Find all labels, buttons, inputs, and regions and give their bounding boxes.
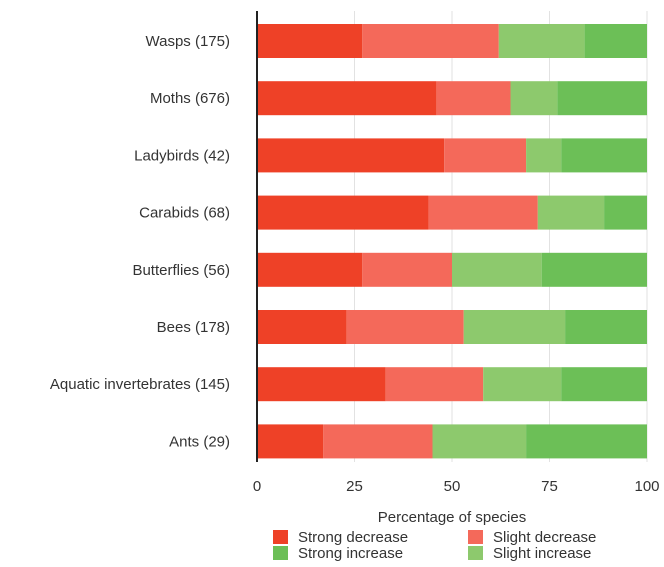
x-tick-labels: 0 25 50 75 100 [253,478,660,495]
bar-7-series-2 [432,424,527,459]
legend-label-1: Slight decrease [493,529,596,546]
category-label-0: Wasps (175) [146,33,230,50]
bar-3-series-0 [257,195,429,230]
category-label-1: Moths (676) [150,90,230,107]
category-label-3: Carabids (68) [139,205,230,222]
category-label-7: Ants (29) [169,433,230,450]
x-axis-title: Percentage of species [378,509,526,526]
bar-4-series-2 [452,252,542,287]
bars [257,24,647,459]
category-label-4: Butterflies (56) [132,262,230,279]
bar-3-series-3 [604,195,647,230]
x-tick-label-3: 75 [541,478,558,495]
bar-6-series-3 [561,367,647,402]
bar-1-series-1 [436,81,511,116]
category-label-5: Bees (178) [157,319,230,336]
legend-swatch-2 [468,546,483,560]
legend-label-2: Slight increase [493,545,591,562]
legend-swatch-0 [273,530,288,544]
legend: Strong decrease Slight decrease Strong inc… [273,529,596,562]
bar-1-series-3 [557,81,647,116]
bar-0-series-0 [257,24,363,58]
bar-7-series-0 [257,424,324,459]
bar-5-series-3 [565,310,647,344]
bar-7-series-3 [526,424,647,459]
legend-swatch-3 [273,546,288,560]
bar-0-series-3 [584,24,647,58]
bar-2-series-0 [257,138,445,173]
category-label-2: Ladybirds (42) [134,147,230,164]
bar-0-series-1 [362,24,499,58]
bar-1-series-2 [510,81,558,116]
legend-swatch-1 [468,530,483,544]
bar-2-series-1 [444,138,527,173]
legend-label-0: Strong decrease [298,529,408,546]
bar-6-series-0 [257,367,386,402]
category-label-6: Aquatic invertebrates (145) [50,376,230,393]
bar-5-series-2 [463,310,566,344]
bar-2-series-3 [561,138,647,173]
bar-3-series-2 [537,195,605,230]
bar-3-series-1 [428,195,538,230]
x-tick-label-1: 25 [346,478,363,495]
bar-5-series-1 [346,310,464,344]
bar-4-series-0 [257,252,363,287]
bar-6-series-1 [385,367,484,402]
x-tick-label-2: 50 [444,478,461,495]
bar-4-series-1 [362,252,452,287]
bar-7-series-1 [323,424,433,459]
bar-5-series-0 [257,310,347,344]
bar-6-series-2 [483,367,562,402]
bar-2-series-2 [526,138,562,173]
bar-1-series-0 [257,81,437,116]
x-tick-label-4: 100 [634,478,659,495]
category-labels: Wasps (175) Moths (676) Ladybirds (42) Cara… [50,33,230,450]
legend-label-3: Strong increase [298,545,403,562]
bar-0-series-2 [498,24,585,58]
x-tick-label-0: 0 [253,478,261,495]
bar-4-series-3 [541,252,647,287]
